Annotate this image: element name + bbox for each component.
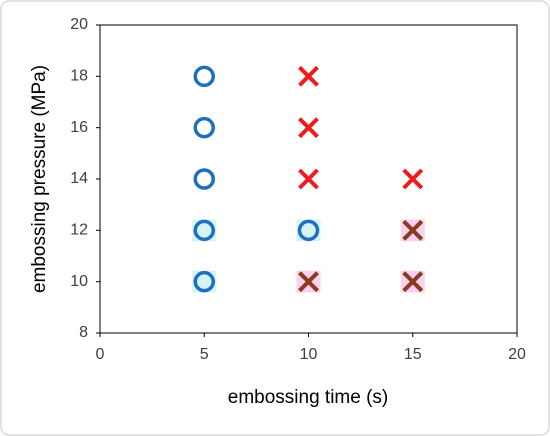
y-tick-label: 16 [70, 119, 88, 136]
point [193, 116, 215, 139]
x-tick-label: 0 [96, 346, 105, 363]
x-tick-label: 10 [300, 346, 318, 363]
x-tick-label: 5 [200, 346, 209, 363]
point [193, 270, 215, 293]
y-tick-label: 14 [70, 170, 88, 187]
y-tick-label: 18 [70, 68, 88, 85]
point [402, 168, 424, 190]
point [297, 219, 320, 242]
point [193, 65, 215, 88]
point [193, 168, 215, 190]
y-tick-label: 20 [70, 16, 88, 33]
point [298, 65, 319, 87]
point [402, 219, 424, 241]
point [298, 117, 319, 139]
x-axis-title: embossing time (s) [228, 387, 389, 408]
point [298, 271, 319, 293]
y-tick-label: 8 [79, 324, 88, 341]
y-tick-label: 10 [70, 273, 88, 290]
y-axis-title: embossing pressure (MPa) [29, 65, 50, 293]
x-tick-label: 15 [404, 346, 422, 363]
y-tick-label: 12 [70, 222, 88, 239]
point [193, 219, 215, 242]
point [298, 168, 319, 190]
point [402, 271, 424, 293]
x-tick-label: 20 [508, 346, 526, 363]
